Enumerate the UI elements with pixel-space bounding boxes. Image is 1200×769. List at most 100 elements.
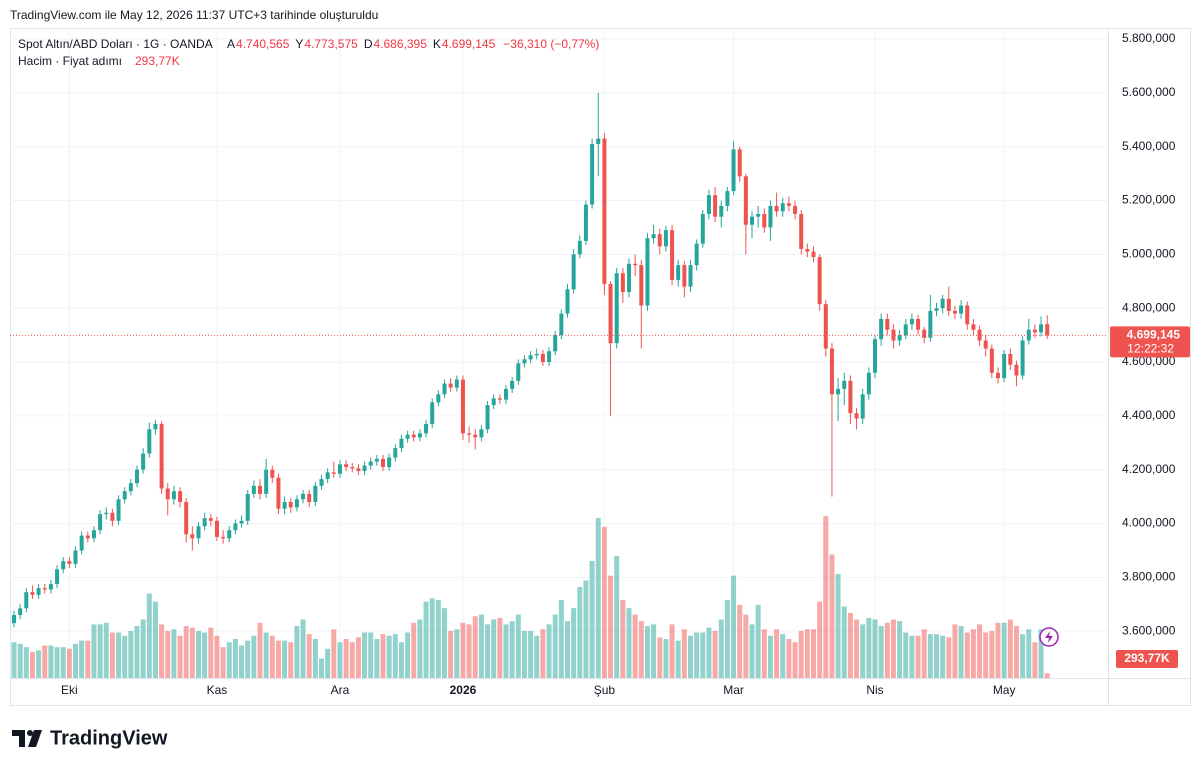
volume-bar (657, 637, 663, 678)
candle-body (706, 195, 711, 214)
volume-bar (23, 647, 29, 678)
volume-bar (521, 630, 527, 678)
candle-body (442, 383, 447, 395)
candle-body (873, 339, 877, 373)
volume-bar (552, 614, 558, 678)
candle-body (1008, 353, 1013, 365)
candle-body (559, 313, 564, 336)
volume-bar (454, 629, 460, 678)
volume-bar (288, 642, 294, 678)
volume-bar (743, 614, 749, 678)
x-tick-label: Nis (866, 683, 883, 697)
volume-bar (571, 608, 577, 678)
candle-body (12, 615, 16, 624)
volume-bar (66, 648, 72, 678)
volume-bar (694, 632, 700, 678)
volume-bar (823, 516, 829, 678)
candle-body (928, 310, 933, 338)
candle-body (583, 204, 588, 241)
volume-bar (915, 635, 921, 678)
volume-bar (614, 556, 620, 678)
candle-body (208, 518, 213, 521)
candle-body (983, 340, 988, 349)
candle-body (405, 434, 410, 439)
volume-bar (423, 601, 429, 678)
volume-bar (927, 634, 933, 678)
candle-body (1026, 329, 1031, 341)
candle-body (786, 203, 791, 206)
volume-bar (91, 624, 97, 678)
volume-bar (632, 614, 638, 678)
volume-bar (485, 624, 491, 678)
volume-bar (601, 526, 607, 678)
candle-body (239, 520, 244, 524)
volume-bar (202, 632, 208, 678)
volume-bar (282, 640, 288, 678)
volume-bar (583, 580, 589, 678)
candle-body (565, 289, 570, 314)
candle-body (497, 398, 502, 400)
volume-bar (706, 627, 712, 678)
candle-body (817, 257, 822, 305)
candle-body (743, 176, 748, 225)
volume-bar (589, 561, 595, 678)
candle-body (540, 353, 545, 363)
volume-bar (970, 629, 976, 678)
volume-bar (448, 630, 454, 678)
candle-body (128, 483, 133, 492)
candle-body (879, 318, 884, 340)
candle-body (848, 380, 853, 414)
volume-bar (417, 619, 423, 678)
x-tick-label: Mar (723, 683, 744, 697)
y-tick-label: 5.600,000 (1122, 85, 1176, 99)
candle-body (18, 608, 23, 616)
volume-bar (109, 632, 115, 678)
candle-body (719, 205, 724, 217)
volume-bar (595, 518, 601, 678)
candle-body (104, 512, 109, 515)
candle-body (79, 535, 84, 551)
volume-bar (774, 629, 780, 678)
y-tick-label: 4.000,000 (1122, 516, 1176, 530)
volume-bar (337, 642, 343, 678)
candle-body (264, 469, 269, 494)
candle-body (811, 251, 816, 258)
volume-bar (368, 632, 374, 678)
candle-body (294, 499, 299, 508)
last-price-tag (1110, 326, 1190, 358)
volume-bar (97, 624, 103, 678)
candle-body (534, 353, 539, 356)
volume-bar (792, 642, 798, 678)
candle-body (436, 394, 441, 403)
candle-body (159, 423, 164, 489)
volume-bar (103, 622, 109, 678)
volume-bar (1020, 634, 1026, 678)
volume-bar (897, 621, 903, 678)
candle-body (713, 195, 718, 217)
candle-body (331, 472, 336, 474)
ohlc-key: A (227, 37, 235, 51)
candle-body (571, 254, 576, 290)
candle-body (590, 144, 595, 205)
volume-bar (159, 624, 165, 678)
volume-bar (134, 626, 140, 678)
lightning-icon[interactable] (1039, 627, 1059, 647)
volume-bar (835, 574, 841, 678)
ohlc-value: 4.686,395 (373, 37, 427, 51)
y-tick-label: 3.800,000 (1122, 570, 1176, 584)
candle-body (547, 351, 552, 363)
candle-body (55, 569, 60, 585)
volume-bar (977, 624, 983, 678)
candle-body (24, 592, 29, 609)
candle-body (860, 394, 865, 419)
candle-body (165, 488, 170, 500)
candle-body (178, 491, 183, 502)
candle-body (891, 329, 896, 341)
candle-body (147, 429, 152, 454)
volume-bar (343, 639, 349, 678)
candle-body (996, 372, 1000, 379)
volume-bar (983, 632, 989, 678)
volume-bar (251, 635, 257, 678)
price-axis: 3.600,000 3.800,000 4.000,000 4.200,000 4.40… (1110, 31, 1190, 668)
candle-body (663, 230, 668, 247)
